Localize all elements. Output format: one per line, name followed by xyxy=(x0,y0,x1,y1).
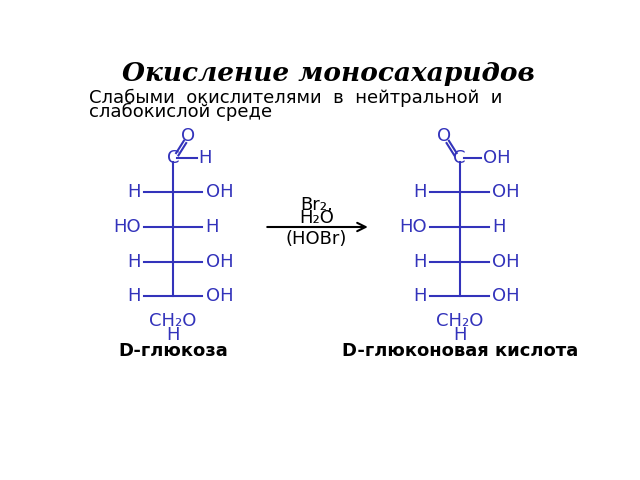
Text: H: H xyxy=(492,218,506,236)
Text: OH: OH xyxy=(492,252,520,271)
Text: H: H xyxy=(127,183,140,201)
Text: O: O xyxy=(437,127,451,145)
Text: C: C xyxy=(167,149,179,167)
Text: O: O xyxy=(181,127,196,145)
Text: H: H xyxy=(127,252,140,271)
Text: H: H xyxy=(413,288,428,305)
Text: D-глюкоза: D-глюкоза xyxy=(118,343,228,360)
Text: C: C xyxy=(454,149,466,167)
Text: D-глюконовая кислота: D-глюконовая кислота xyxy=(342,343,578,360)
Text: Br₂,: Br₂, xyxy=(300,196,333,215)
Text: OH: OH xyxy=(483,149,511,167)
Text: H: H xyxy=(205,218,219,236)
Text: H: H xyxy=(413,252,428,271)
Text: H: H xyxy=(127,288,140,305)
Text: OH: OH xyxy=(492,183,520,201)
Text: OH: OH xyxy=(492,288,520,305)
Text: HO: HO xyxy=(113,218,140,236)
Text: Окисление моносахаридов: Окисление моносахаридов xyxy=(122,61,534,86)
Text: OH: OH xyxy=(205,252,233,271)
Text: CH₂O: CH₂O xyxy=(149,312,196,330)
Text: H: H xyxy=(198,149,212,167)
Text: слабокислой среде: слабокислой среде xyxy=(90,102,273,120)
Text: H: H xyxy=(166,325,180,344)
Text: H₂O: H₂O xyxy=(299,209,334,227)
Text: HO: HO xyxy=(399,218,428,236)
Text: Слабыми  окислителями  в  нейтральной  и: Слабыми окислителями в нейтральной и xyxy=(90,88,502,107)
Text: (HOBr): (HOBr) xyxy=(285,229,347,248)
Text: OH: OH xyxy=(205,183,233,201)
Text: OH: OH xyxy=(205,288,233,305)
Text: CH₂O: CH₂O xyxy=(436,312,483,330)
Text: H: H xyxy=(453,325,467,344)
Text: H: H xyxy=(413,183,428,201)
